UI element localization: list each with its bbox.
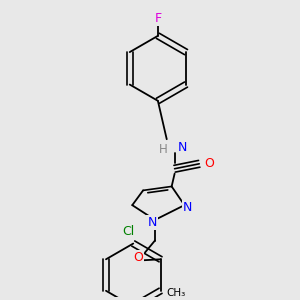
Text: N: N — [147, 216, 157, 230]
Text: Cl: Cl — [122, 225, 134, 238]
Text: O: O — [133, 251, 143, 264]
Text: O: O — [204, 157, 214, 170]
Text: N: N — [178, 141, 187, 154]
Text: F: F — [154, 12, 161, 25]
Text: H: H — [158, 142, 167, 155]
Text: N: N — [183, 201, 192, 214]
Text: CH₃: CH₃ — [167, 288, 186, 298]
